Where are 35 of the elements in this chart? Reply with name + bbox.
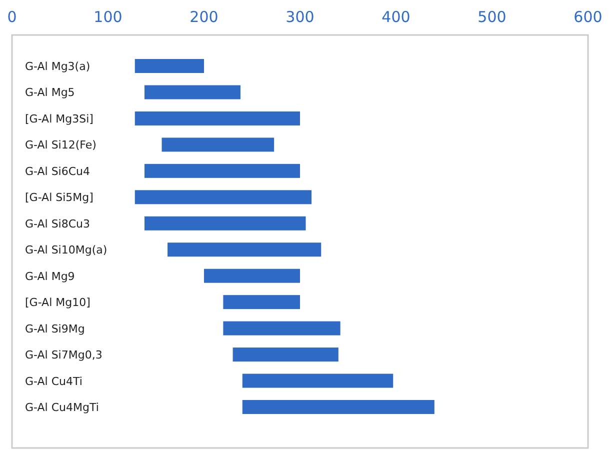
bar	[134, 111, 300, 126]
bar	[162, 138, 274, 152]
y-tick-label: G-Al Si12(Fe)	[25, 138, 96, 152]
bar	[144, 85, 240, 100]
bar	[144, 164, 300, 178]
y-tick-label: G-Al Cu4Ti	[25, 374, 82, 388]
y-tick-label: G-Al Mg3(a)	[25, 60, 90, 73]
bar	[242, 374, 394, 388]
y-tick-label: G-Al Mg9	[25, 270, 75, 283]
bar	[232, 348, 338, 362]
x-tick-label: 500	[478, 8, 506, 26]
bar	[223, 295, 300, 310]
bar	[223, 321, 340, 336]
y-tick-label: G-Al Si10Mg(a)	[25, 244, 108, 257]
bar	[134, 190, 312, 204]
y-tick-label: G-Al Si9Mg	[25, 322, 85, 336]
y-tick-label: G-Al Cu4MgTi	[25, 401, 99, 414]
x-tick-label: 600	[574, 8, 602, 26]
y-tick-label: G-Al Mg5	[25, 86, 75, 100]
x-tick-label: 100	[94, 8, 122, 26]
bar	[134, 59, 204, 73]
x-tick-label: 0	[7, 8, 17, 26]
x-tick-label: 300	[286, 8, 314, 26]
y-tick-label: [G-Al Si5Mg]	[25, 191, 94, 204]
bar	[204, 268, 300, 283]
y-tick-label: [G-Al Mg3Si]	[25, 112, 94, 126]
y-tick-label: G-Al Si6Cu4	[25, 164, 90, 178]
y-tick-label: [G-Al Mg10]	[25, 296, 90, 310]
y-tick-label: G-Al Si8Cu3	[25, 217, 90, 230]
x-tick-label: 400	[382, 8, 410, 26]
y-tick-label: G-Al Si7Mg0,3	[25, 348, 102, 362]
bar	[242, 400, 434, 414]
x-tick-label: 200	[190, 8, 218, 26]
bar	[168, 242, 322, 257]
bar	[144, 216, 306, 230]
